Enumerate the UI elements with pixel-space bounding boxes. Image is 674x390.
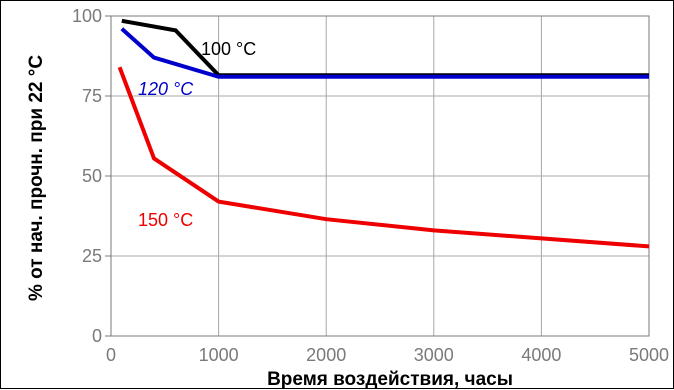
x-tick-label: 5000	[629, 345, 669, 365]
y-tick-label: 50	[82, 166, 102, 186]
x-tick-label: 0	[106, 345, 116, 365]
tick-labels: 0 1000 2000 3000 4000 5000 0 25 50 75 100	[72, 6, 669, 365]
x-tick-label: 3000	[414, 345, 454, 365]
series-line-2	[117, 66, 650, 249]
plot-area	[110, 15, 650, 337]
x-tick-label: 4000	[521, 345, 561, 365]
series-line-1	[120, 27, 649, 79]
series-label-1: 120 °C	[138, 79, 194, 99]
series-label-0: 100 °C	[201, 39, 256, 59]
y-axis-title: % от нач. прочн. при 22 °C	[26, 55, 47, 301]
grid	[105, 15, 650, 337]
series-label-2: 150 °C	[138, 210, 193, 230]
series-lines	[117, 18, 650, 249]
y-tick-label: 100	[72, 6, 102, 26]
x-tick-label: 1000	[199, 345, 239, 365]
x-tick-label: 2000	[306, 345, 346, 365]
series-labels: 100 °C 120 °C 150 °C	[138, 39, 256, 230]
x-axis-title: Время воздействия, часы	[267, 369, 513, 390]
y-tick-label: 25	[82, 246, 102, 266]
y-tick-label: 0	[92, 326, 102, 346]
y-tick-label: 75	[82, 86, 102, 106]
